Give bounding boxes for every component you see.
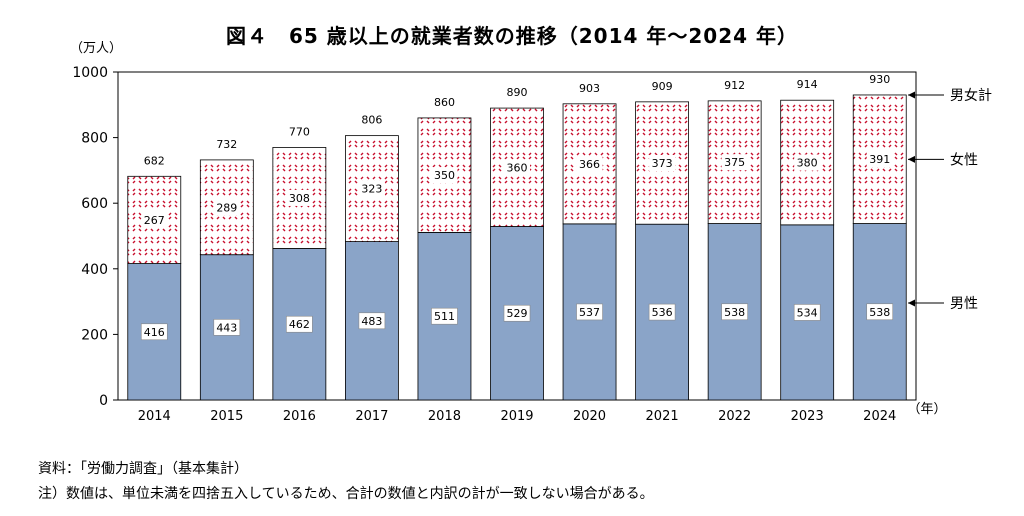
x-tick-label: 2021 <box>646 409 679 424</box>
x-tick-label: 2014 <box>138 409 171 424</box>
male-value-label: 537 <box>579 306 600 319</box>
male-value-label: 443 <box>216 321 237 334</box>
female-label-box <box>358 180 385 197</box>
female-label-box <box>504 159 530 176</box>
female-label-box <box>286 189 313 206</box>
chart-title: 図４ 65 歳以上の就業者数の推移（2014 年～2024 年） <box>225 24 799 48</box>
y-tick-label: 0 <box>99 393 108 409</box>
female-label-box <box>721 154 748 171</box>
legend-total-arrowhead <box>908 91 915 99</box>
total-value-label: 682 <box>144 154 165 167</box>
total-value-label: 909 <box>652 80 673 93</box>
male-label-box <box>358 312 386 330</box>
y-tick-label: 400 <box>81 262 108 278</box>
male-value-label: 511 <box>434 310 455 323</box>
female-value-label: 375 <box>724 156 745 169</box>
y-axis-label: （万人） <box>70 41 122 56</box>
male-value-label: 483 <box>361 315 382 328</box>
female-value-label: 350 <box>434 169 455 182</box>
source-note: 資料：「労働力調査」（基本集計） <box>38 461 248 477</box>
male-label-box <box>213 319 241 336</box>
female-value-label: 308 <box>289 192 310 205</box>
female-label-box <box>141 211 168 228</box>
x-tick-label: 2016 <box>283 409 316 424</box>
female-value-label: 380 <box>797 157 818 170</box>
y-tick-label: 600 <box>81 196 108 212</box>
total-value-label: 914 <box>797 78 818 91</box>
total-value-label: 890 <box>507 86 528 99</box>
female-value-label: 360 <box>507 161 528 174</box>
male-value-label: 529 <box>507 307 528 320</box>
male-label-box <box>576 303 603 321</box>
male-value-label: 538 <box>869 306 890 319</box>
y-tick-label: 1000 <box>72 65 108 81</box>
female-label-box <box>866 151 893 168</box>
female-label-box <box>794 154 821 171</box>
male-label-box <box>866 303 894 321</box>
male-value-label: 534 <box>797 306 818 319</box>
male-label-box <box>431 307 458 325</box>
x-tick-label: 2023 <box>791 409 824 424</box>
legend-male-arrowhead <box>908 299 915 307</box>
x-tick-label: 2018 <box>428 409 461 424</box>
total-value-label: 860 <box>434 96 455 109</box>
female-label-box <box>431 167 458 184</box>
footnote: 注）数値は、単位未満を四捨五入しているため、合計の数値と内訳の計が一致しない場合… <box>38 486 654 502</box>
female-label-box <box>649 155 676 172</box>
male-label-box <box>648 303 676 321</box>
male-label-box <box>721 303 748 321</box>
x-tick-label: 2019 <box>500 409 533 424</box>
legend-male-label: 男性 <box>950 296 978 312</box>
y-tick-label: 200 <box>81 327 108 343</box>
legend-total-label: 男女計 <box>950 87 992 104</box>
legend-female-label: 女性 <box>950 151 978 168</box>
male-label-box <box>286 315 313 333</box>
male-value-label: 536 <box>652 306 673 319</box>
total-value-label: 930 <box>869 73 890 86</box>
female-value-label: 289 <box>216 201 237 214</box>
bar-female <box>707 100 762 224</box>
total-value-label: 903 <box>579 82 600 95</box>
x-tick-label: 2015 <box>210 409 243 424</box>
male-label-box <box>140 323 168 341</box>
male-value-label: 462 <box>289 318 310 331</box>
y-tick-label: 800 <box>81 131 108 147</box>
total-value-label: 912 <box>724 79 745 92</box>
x-tick-label: 2017 <box>355 409 388 424</box>
female-value-label: 323 <box>361 183 382 196</box>
male-value-label: 538 <box>724 306 745 319</box>
female-label-box <box>576 155 603 172</box>
legend-female-arrowhead <box>908 155 915 163</box>
total-value-label: 806 <box>361 114 382 127</box>
male-label-box <box>503 304 531 322</box>
total-value-label: 770 <box>289 125 310 138</box>
female-value-label: 267 <box>144 214 165 227</box>
x-tick-label: 2024 <box>863 409 896 424</box>
total-value-label: 732 <box>216 138 237 151</box>
female-value-label: 366 <box>579 158 600 171</box>
male-value-label: 416 <box>144 326 165 339</box>
x-tick-label: 2020 <box>573 409 606 424</box>
male-label-box <box>793 304 821 321</box>
x-tick-label: 2022 <box>718 409 751 424</box>
female-value-label: 391 <box>869 153 890 166</box>
x-axis-label: （年） <box>907 402 946 417</box>
female-value-label: 373 <box>652 157 673 170</box>
female-label-box <box>213 199 240 216</box>
